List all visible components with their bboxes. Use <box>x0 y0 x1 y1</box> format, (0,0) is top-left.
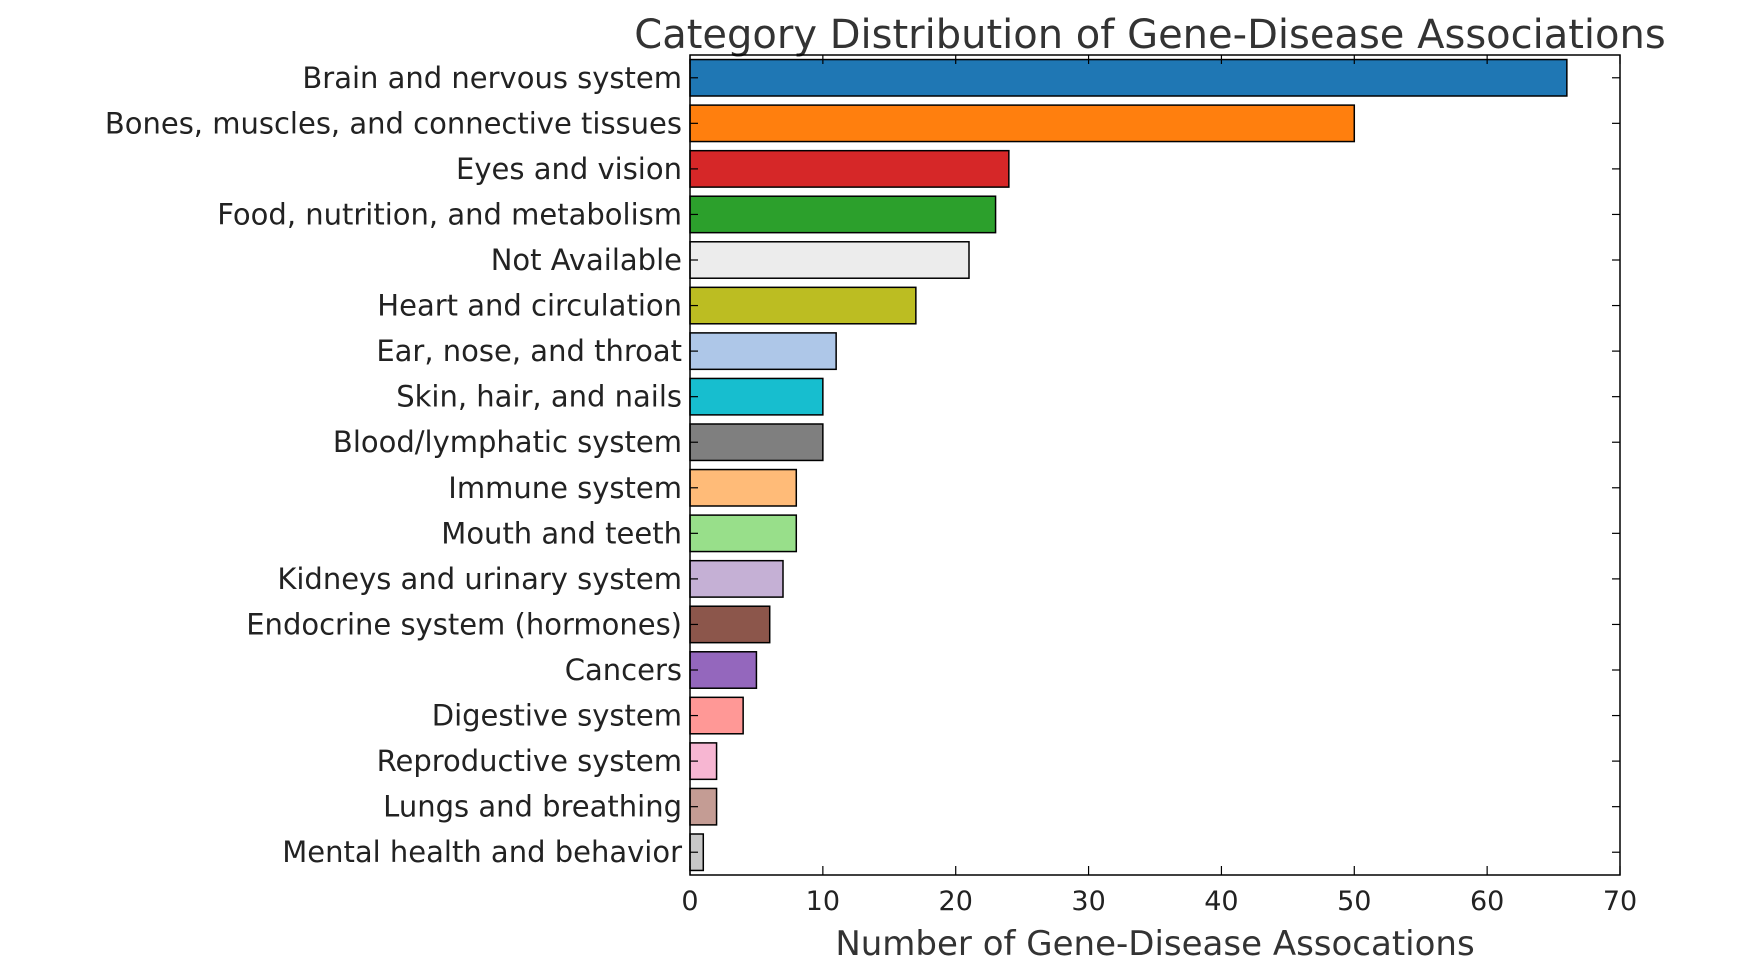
x-tick-label: 0 <box>681 886 698 917</box>
category-label: Bones, muscles, and connective tissues <box>105 106 682 140</box>
category-label: Not Available <box>491 243 682 277</box>
bar <box>689 514 798 553</box>
category-label: Food, nutrition, and metabolism <box>217 197 682 231</box>
ticks-layer <box>689 55 1621 875</box>
category-label: Cancers <box>565 653 682 687</box>
x-tick-labels: 0 10 20 30 40 50 60 70 <box>681 886 1637 917</box>
x-tick-label: 30 <box>1071 886 1105 917</box>
x-tick-label: 20 <box>939 886 973 917</box>
x-tick-label: 40 <box>1204 886 1238 917</box>
bar <box>689 605 771 644</box>
x-tick-label: 70 <box>1603 886 1637 917</box>
category-label: Ear, nose, and throat <box>376 334 682 368</box>
category-label: Brain and nervous system <box>302 61 682 95</box>
category-label: Reproductive system <box>377 744 682 778</box>
category-label: Endocrine system (hormones) <box>246 607 682 641</box>
x-tick-label: 50 <box>1337 886 1371 917</box>
category-label: Skin, hair, and nails <box>396 380 682 414</box>
category-label: Digestive system <box>432 699 682 733</box>
category-label: Heart and circulation <box>377 289 682 323</box>
bar <box>689 377 824 416</box>
category-label: Mental health and behavior <box>282 835 682 869</box>
category-label: Eyes and vision <box>456 152 682 186</box>
category-label: Kidneys and urinary system <box>277 562 682 596</box>
x-axis-label: Number of Gene-Disease Assocations <box>835 924 1474 964</box>
x-tick-label: 60 <box>1470 886 1504 917</box>
category-labels: Brain and nervous system Bones, muscles, … <box>105 61 682 869</box>
category-label: Mouth and teeth <box>441 516 682 550</box>
plot-frame <box>689 54 1621 876</box>
bar <box>689 559 784 598</box>
x-tick-label: 10 <box>806 886 840 917</box>
bar <box>689 332 837 371</box>
bar <box>689 195 997 234</box>
bar <box>689 58 1568 97</box>
bars-layer <box>689 58 1568 872</box>
category-label: Immune system <box>448 471 682 505</box>
bar <box>689 241 970 279</box>
bar <box>689 104 1356 143</box>
category-label: Blood/lymphatic system <box>333 425 682 459</box>
bar <box>689 468 798 507</box>
bar <box>689 423 824 462</box>
bar <box>689 149 1010 188</box>
category-label: Lungs and breathing <box>383 790 682 824</box>
chart-title: Category Distribution of Gene-Disease As… <box>634 12 1665 58</box>
bar <box>689 286 917 325</box>
bar <box>689 651 758 689</box>
